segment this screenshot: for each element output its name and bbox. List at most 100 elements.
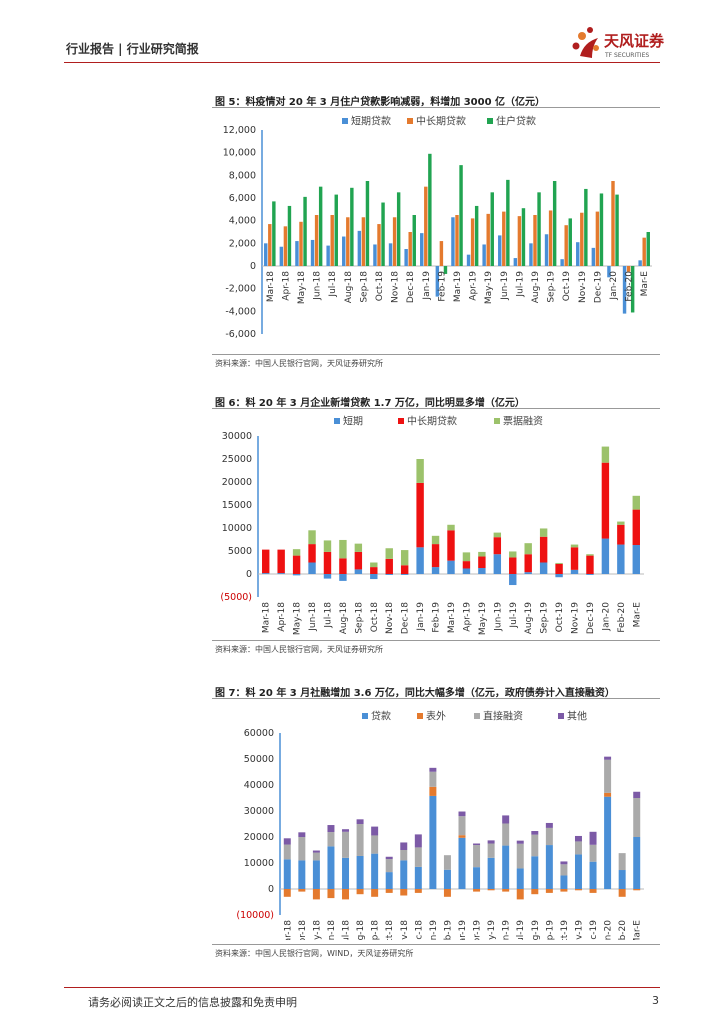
bar-green: [287, 205, 292, 266]
bar-gray: [327, 832, 335, 847]
bar-olive: [478, 551, 486, 557]
bar-orange: [618, 889, 626, 897]
legend-swatch: [417, 713, 423, 719]
bar-purple: [327, 825, 335, 833]
bar-orange: [392, 217, 397, 266]
bar-gray: [429, 771, 437, 787]
x-tick-label: Apr-18: [298, 920, 308, 940]
bar-blue: [478, 568, 486, 574]
bar-orange: [361, 217, 366, 266]
bar-blue: [312, 860, 320, 889]
bar-olive: [339, 539, 347, 559]
bar-orange: [486, 213, 490, 266]
x-tick-label: Jun-19: [500, 271, 510, 301]
bar-blue: [604, 796, 612, 889]
x-tick-label: Jan-19: [429, 920, 439, 940]
bar-olive: [524, 543, 532, 555]
bar-red: [308, 544, 316, 563]
bar-blue: [416, 547, 424, 574]
bar-orange: [414, 889, 422, 893]
x-tick-label: Jul-18: [342, 920, 352, 940]
x-tick-label: Sep-19: [547, 271, 557, 303]
bar-purple: [414, 834, 422, 848]
bar-red: [555, 563, 563, 574]
x-tick-label: Sep-19: [545, 920, 555, 940]
legend-swatch: [407, 118, 413, 124]
bar-blue: [279, 246, 284, 266]
legend-swatch: [558, 713, 564, 719]
bar-purple: [342, 829, 350, 832]
x-tick-label: Aug-18: [339, 602, 349, 635]
bar-blue: [327, 846, 335, 889]
bar-orange: [356, 889, 364, 895]
x-tick-label: Nov-19: [578, 271, 588, 303]
bar-gray: [604, 759, 612, 793]
bar-green: [584, 188, 588, 266]
bar-purple: [531, 831, 539, 835]
legend-swatch: [362, 713, 368, 719]
bar-gray: [516, 843, 524, 869]
bar-blue: [451, 217, 455, 266]
y-tick-label: 5000: [228, 546, 252, 557]
x-tick-label: Feb-20: [625, 271, 635, 302]
x-tick-label: Jul-19: [509, 602, 519, 629]
bar-blue: [487, 857, 495, 889]
bar-orange: [517, 216, 522, 266]
bar-orange: [531, 889, 539, 895]
bar-gray: [414, 847, 422, 867]
bar-orange: [533, 215, 537, 266]
bar-blue: [277, 573, 285, 574]
bar-olive: [570, 544, 579, 548]
bar-blue: [458, 837, 466, 889]
bar-blue: [638, 260, 642, 266]
bar-orange: [564, 225, 568, 266]
bar-purple: [429, 767, 437, 772]
bar-purple: [633, 791, 641, 798]
x-tick-label: Apr-18: [277, 602, 287, 632]
y-tick-label: 25000: [222, 454, 252, 465]
bar-olive: [555, 562, 563, 564]
legend-label: 住户贷款: [496, 115, 536, 128]
x-tick-label: May-19: [478, 602, 488, 635]
x-tick-label: Jul-18: [323, 602, 333, 629]
bar-gray: [385, 859, 393, 873]
x-tick-label: Mar-18: [266, 271, 276, 302]
x-tick-label: Mar-19: [447, 602, 457, 633]
y-tick-label: (10000): [236, 910, 274, 921]
bar-blue: [443, 869, 451, 889]
y-tick-label: 10000: [222, 523, 252, 534]
legend-label: 表外: [426, 710, 446, 723]
x-tick-label: Feb-20: [617, 602, 627, 633]
bar-orange: [626, 266, 631, 272]
bar-red: [586, 555, 594, 574]
bar-red: [292, 555, 301, 574]
chart-corporate-loans: (5000) 0 5000 10000 15000 20000 25000 30000 Mar-…: [220, 415, 644, 635]
bar-gray: [458, 816, 466, 836]
y-tick-label: 4,000: [229, 216, 256, 227]
y-tick-label: -4,000: [225, 306, 256, 317]
bar-gray: [298, 837, 306, 861]
bar-green: [272, 201, 276, 266]
bar-blue: [555, 574, 563, 578]
x-tick-label: Oct-19: [555, 602, 565, 633]
bar-orange: [346, 217, 350, 266]
bar-gray: [356, 824, 364, 856]
bar-blue: [586, 574, 594, 575]
bar-gray: [342, 831, 350, 858]
bar-orange: [283, 889, 291, 897]
x-tick-label: May-19: [484, 271, 494, 304]
bar-green: [552, 181, 557, 266]
bar-green: [381, 202, 385, 266]
bar-olive: [354, 543, 363, 552]
legend-swatch: [398, 418, 404, 424]
bar-green: [521, 208, 526, 266]
bar-olive: [385, 548, 393, 559]
bar-gray: [545, 827, 553, 846]
bar-purple: [574, 835, 582, 842]
bar-green: [396, 192, 401, 266]
bar-red: [400, 565, 409, 574]
legend-label: 短期贷款: [351, 115, 391, 128]
x-tick-label: Apr-19: [469, 271, 479, 301]
y-tick-label: 20000: [222, 477, 252, 488]
bar-blue: [342, 236, 346, 266]
